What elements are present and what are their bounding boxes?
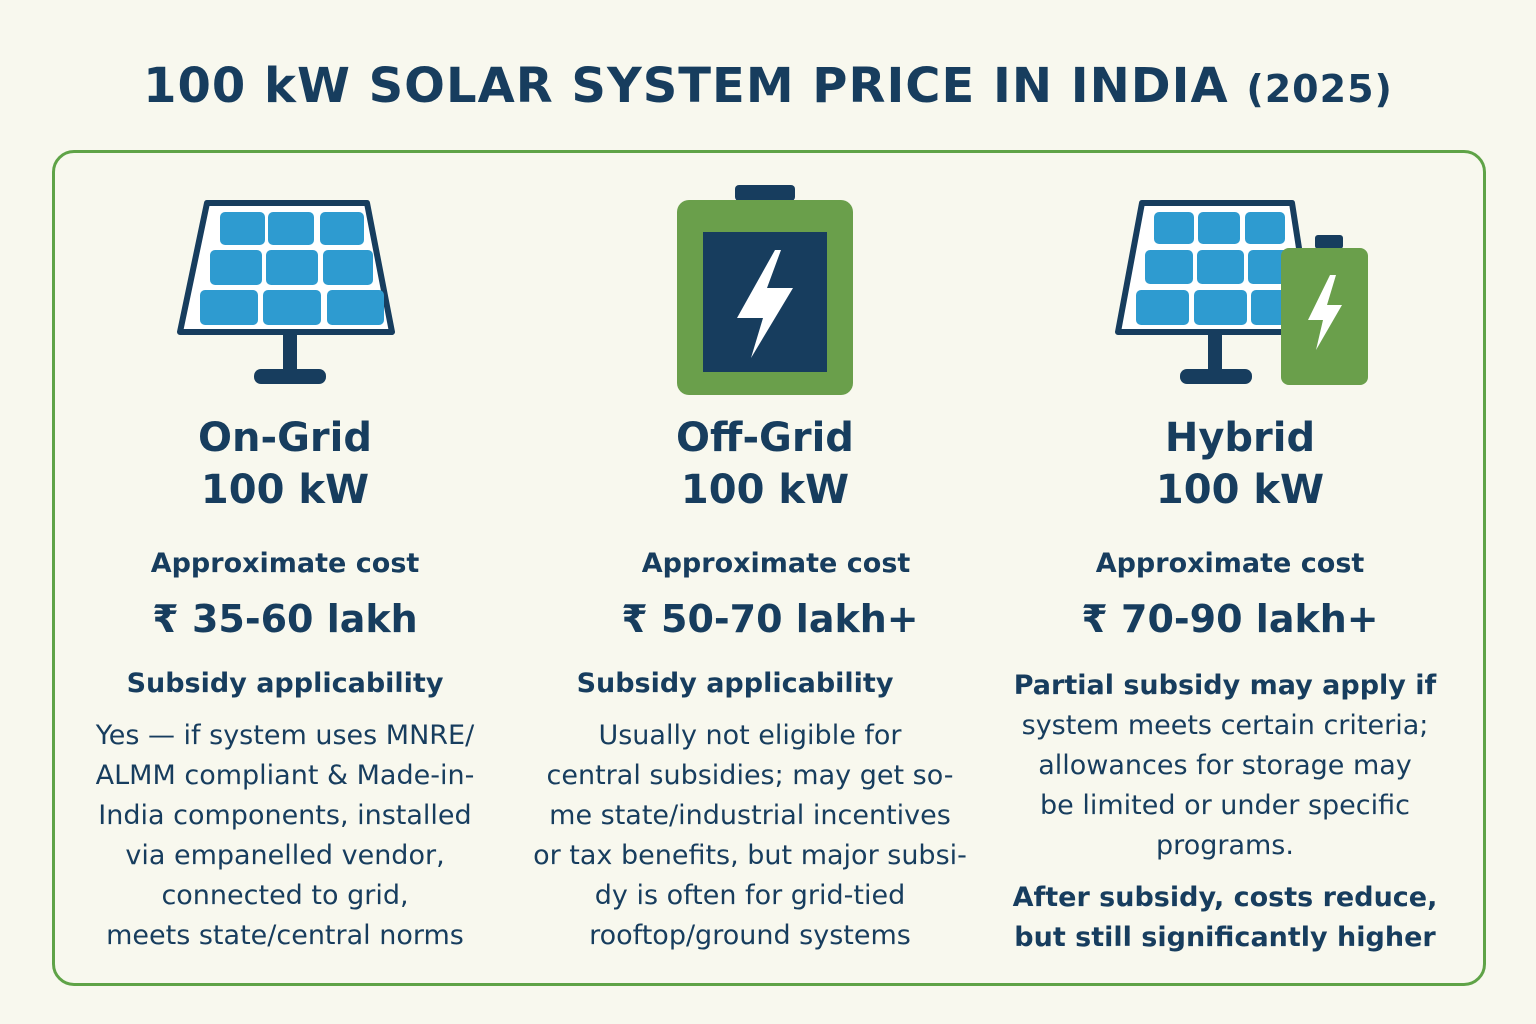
detail-line: via empanelled vendor, [125, 840, 445, 871]
system-capacity: 100 kW [1155, 467, 1325, 513]
detail-line: connected to grid, [161, 880, 409, 911]
subsidy-details: Usually not eligible for central subsidi… [500, 716, 1000, 956]
column-hybrid: Hybrid 100 kW Approximate cost ₹ 70-90 l… [1005, 180, 1475, 958]
subsidy-label: Subsidy applicability [126, 668, 444, 699]
system-capacity: 100 kW [680, 467, 850, 513]
detail-line: rooftop/ground systems [589, 920, 911, 951]
after-subsidy-note: After subsidy, costs reduce, but still s… [975, 878, 1475, 958]
detail-line: Yes — if system uses MNRE/ [95, 720, 475, 751]
note-line: but still significantly higher [1014, 922, 1436, 953]
content-frame [52, 150, 1486, 986]
column-off-grid: Off-Grid 100 kW Approximate cost ₹ 50-70… [530, 180, 1000, 956]
column-on-grid: On-Grid 100 kW Approximate cost ₹ 35-60 … [50, 180, 520, 956]
cost-label: Approximate cost [150, 548, 420, 579]
page-title: 100 kW SOLAR SYSTEM PRICE IN INDIA (2025… [0, 58, 1536, 114]
subsidy-details: Yes — if system uses MNRE/ ALMM complian… [50, 716, 520, 956]
detail-line: me state/industrial incentives [549, 800, 951, 831]
title-year: (2025) [1246, 67, 1393, 111]
subsidy-details: Partial subsidy may apply if system meet… [975, 666, 1475, 866]
detail-line: India components, installed [98, 800, 472, 831]
solar-panel-icon [50, 180, 520, 395]
detail-line: allowances for storage may [1038, 750, 1412, 781]
detail-line: system meets certain criteria; [1021, 710, 1429, 741]
cost-label: Approximate cost [1095, 548, 1365, 579]
detail-line: programs. [1156, 830, 1294, 861]
hybrid-panel-battery-icon [1005, 180, 1475, 395]
detail-line: Usually not eligible for [598, 720, 902, 751]
detail-line: meets state/central norms [106, 920, 464, 951]
system-capacity: 100 kW [200, 467, 370, 513]
title-text: 100 kW SOLAR SYSTEM PRICE IN INDIA [143, 58, 1229, 114]
detail-line: ALMM compliant & Made-in- [95, 760, 475, 791]
detail-line: be limited or under specific [1040, 790, 1410, 821]
note-line: After subsidy, costs reduce, [1012, 882, 1438, 913]
detail-line: or tax benefits, but major subsi- [533, 840, 967, 871]
price: ₹ 70-90 lakh+ [1081, 597, 1379, 641]
subsidy-label: Subsidy applicability [576, 668, 894, 699]
system-type: Off-Grid [676, 415, 854, 461]
price: ₹ 35-60 lakh [152, 597, 418, 641]
system-type: Hybrid [1164, 415, 1316, 461]
price: ₹ 50-70 lakh+ [621, 597, 919, 641]
battery-icon [530, 180, 1000, 395]
detail-line: central subsidies; may get so- [546, 760, 954, 791]
detail-line: Partial subsidy may apply if [1013, 670, 1437, 701]
detail-line: dy is often for grid-tied [594, 880, 906, 911]
system-type: On-Grid [198, 415, 372, 461]
cost-label: Approximate cost [641, 548, 911, 579]
